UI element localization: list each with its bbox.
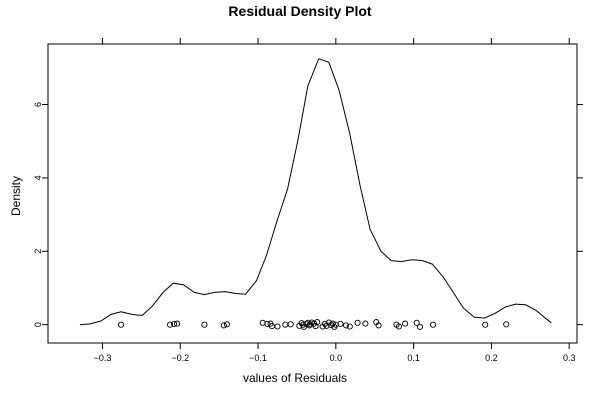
residual-point — [482, 321, 489, 328]
x-tick-label: 0.2 — [485, 353, 498, 363]
x-tick-label: −0.1 — [249, 353, 267, 363]
residual-point — [328, 321, 335, 329]
residual-point — [201, 321, 208, 328]
residual-point — [329, 320, 336, 327]
y-tick-label: 4 — [33, 175, 43, 180]
density-series — [79, 58, 552, 326]
axis-tick-labels: −0.3 −0.2 −0.1 0.0 0.1 0.2 0.3 0 2 4 6 — [33, 102, 575, 363]
residual-point — [416, 323, 423, 330]
x-tick-label: 0.3 — [563, 353, 576, 363]
x-axis-label: values of Residuals — [243, 371, 347, 385]
x-tick-label: 0.1 — [407, 353, 420, 363]
density-line — [79, 58, 552, 326]
x-tick-label: −0.3 — [94, 353, 112, 363]
residual-point — [167, 321, 174, 328]
x-tick-label: −0.2 — [171, 353, 189, 363]
plot-frame — [47, 43, 578, 344]
chart-title: Residual Density Plot — [228, 3, 371, 19]
residual-point — [170, 320, 178, 327]
residual-point — [321, 320, 328, 327]
residual-point — [430, 321, 437, 328]
residual-point — [337, 320, 344, 327]
residual-point — [314, 319, 321, 326]
residual-points — [118, 319, 510, 330]
residual-point — [223, 321, 230, 328]
axis-ticks — [42, 38, 583, 349]
residual-point — [395, 323, 402, 330]
residual-point — [354, 319, 361, 326]
residual-point — [362, 320, 369, 327]
y-axis-label: Density — [9, 176, 23, 216]
residual-point — [402, 320, 409, 327]
y-tick-label: 0 — [33, 322, 43, 327]
residual-point — [503, 321, 510, 328]
residual-point — [118, 321, 125, 328]
residual-point — [307, 321, 314, 328]
residual-point — [274, 323, 281, 330]
y-tick-label: 6 — [33, 102, 43, 107]
residual-point — [346, 323, 353, 330]
residual-point — [282, 321, 289, 328]
y-tick-label: 2 — [33, 249, 43, 254]
x-tick-label: 0.0 — [330, 353, 343, 363]
residual-point — [342, 322, 350, 329]
residual-point — [413, 319, 420, 326]
residual-point — [287, 321, 294, 328]
residual-point — [220, 322, 227, 329]
residual-point — [375, 322, 382, 329]
residual-point — [312, 323, 319, 330]
residual-point — [303, 320, 310, 327]
residual-point — [174, 320, 181, 327]
